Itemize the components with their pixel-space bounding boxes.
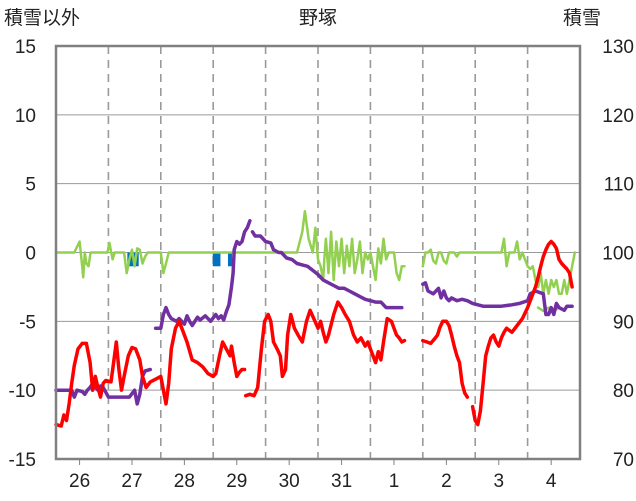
right-tick-label: 130 — [602, 37, 634, 58]
right-tick-label: 80 — [613, 381, 634, 402]
right-tick-label: 120 — [602, 106, 634, 127]
right-tick-label: 70 — [613, 450, 634, 471]
series-line-temperature — [243, 300, 407, 398]
precip-bar — [227, 252, 232, 267]
x-tick-label: 1 — [389, 471, 400, 492]
left-axis-title: 積雪以外 — [4, 7, 80, 29]
precip-bar — [212, 252, 217, 267]
left-tick-label: 5 — [25, 175, 36, 196]
series-line-wind — [153, 219, 252, 330]
series-line-temperature — [421, 319, 470, 399]
left-tick-label: 15 — [15, 37, 36, 58]
x-tick-label: 27 — [121, 471, 142, 492]
series-layer — [54, 209, 577, 428]
left-tick-label: -5 — [19, 312, 36, 333]
x-tick-label: 3 — [493, 471, 504, 492]
x-tick-label: 30 — [279, 471, 300, 492]
plot-frame — [54, 44, 582, 461]
x-tick-label: 31 — [331, 471, 352, 492]
series-line-temperature — [470, 239, 574, 427]
x-tick-label: 28 — [174, 471, 195, 492]
x-tick-label: 26 — [69, 471, 90, 492]
x-tick-label: 4 — [546, 471, 557, 492]
left-tick-label: -10 — [9, 381, 36, 402]
chart-title: 野塚 — [299, 7, 337, 29]
right-axis-title: 積雪 — [563, 7, 601, 29]
x-tick-label: 29 — [226, 471, 247, 492]
precip-bar — [216, 252, 221, 267]
left-tick-label: 0 — [25, 244, 36, 265]
right-tick-label: 90 — [613, 312, 634, 333]
left-tick-label: 10 — [15, 106, 36, 127]
right-tick-label: 110 — [604, 175, 634, 196]
x-tick-label: 2 — [441, 471, 452, 492]
series-line-temperature — [54, 319, 247, 428]
series-line-wind — [421, 281, 574, 317]
series-line-sunshine — [54, 209, 406, 282]
right-tick-label: 100 — [602, 244, 634, 265]
left-tick-label: -15 — [9, 450, 36, 471]
series-line-sunshine — [421, 237, 577, 296]
series-line-wind — [250, 230, 404, 310]
